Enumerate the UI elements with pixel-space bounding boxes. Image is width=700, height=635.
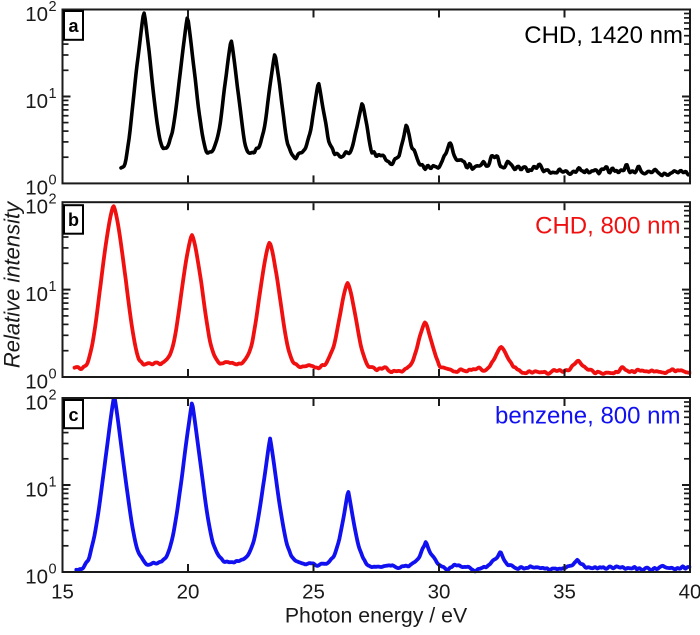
svg-text:a: a <box>68 16 79 36</box>
svg-text:20: 20 <box>177 581 200 604</box>
svg-text:10: 10 <box>25 196 48 219</box>
svg-text:2: 2 <box>49 387 57 403</box>
svg-text:0: 0 <box>49 366 57 382</box>
svg-text:1: 1 <box>49 279 57 295</box>
svg-text:Relative intensity: Relative intensity <box>0 200 25 368</box>
svg-text:25: 25 <box>302 581 325 604</box>
svg-text:10: 10 <box>25 565 48 588</box>
svg-text:10: 10 <box>25 370 48 393</box>
svg-text:0: 0 <box>49 173 57 189</box>
svg-text:benzene, 800 nm: benzene, 800 nm <box>495 403 680 430</box>
svg-text:35: 35 <box>553 581 576 604</box>
svg-text:30: 30 <box>428 581 451 604</box>
svg-text:c: c <box>68 405 78 425</box>
svg-text:10: 10 <box>25 478 48 501</box>
svg-text:CHD, 1420 nm: CHD, 1420 nm <box>524 22 683 49</box>
svg-text:b: b <box>68 210 79 230</box>
svg-text:1: 1 <box>49 474 57 490</box>
svg-text:Photon energy / eV: Photon energy / eV <box>285 604 468 628</box>
svg-text:10: 10 <box>25 283 48 306</box>
svg-text:CHD, 800 nm: CHD, 800 nm <box>535 213 680 240</box>
svg-text:10: 10 <box>25 90 48 113</box>
svg-text:10: 10 <box>25 391 48 414</box>
svg-text:15: 15 <box>51 581 74 604</box>
svg-text:1: 1 <box>49 86 57 102</box>
svg-text:40: 40 <box>679 581 700 604</box>
svg-text:2: 2 <box>49 0 57 15</box>
svg-text:10: 10 <box>25 3 48 26</box>
svg-text:10: 10 <box>25 177 48 200</box>
svg-text:2: 2 <box>49 192 57 208</box>
svg-text:0: 0 <box>49 561 57 577</box>
